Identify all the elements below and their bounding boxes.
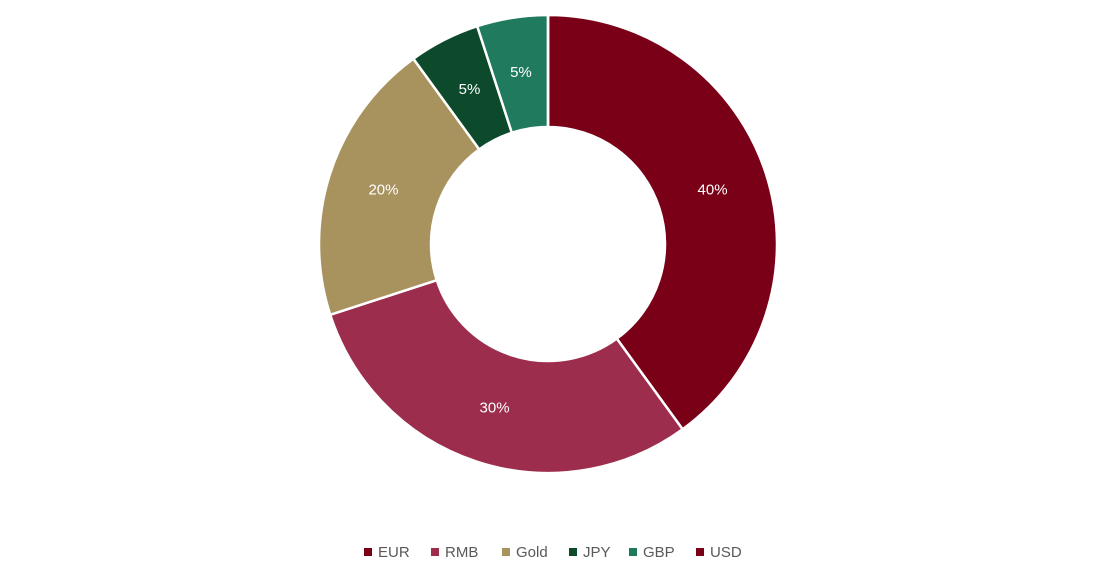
slice xyxy=(317,56,481,317)
legend-marker xyxy=(569,548,577,556)
legend-label: USD xyxy=(710,544,742,561)
legend-label: RMB xyxy=(445,544,478,561)
legend-marker xyxy=(364,548,372,556)
legend-marker xyxy=(502,548,510,556)
legend-marker xyxy=(696,548,704,556)
legend-label: Gold xyxy=(516,544,548,561)
legend-label: JPY xyxy=(583,544,611,561)
data-label: 5% xyxy=(510,64,532,81)
legend-marker xyxy=(431,548,439,556)
legend-label: EUR xyxy=(378,544,410,561)
data-label: 40% xyxy=(698,182,728,199)
slice xyxy=(328,278,685,475)
data-label: 20% xyxy=(368,182,398,199)
slice xyxy=(546,13,779,432)
legend-label: GBP xyxy=(643,544,675,561)
legend: EUR RMB Gold JPY GBP USD xyxy=(364,544,742,561)
data-label: 30% xyxy=(480,400,510,417)
donut: 40% 30% 20% 5% 5% xyxy=(317,13,779,475)
legend-marker xyxy=(629,548,637,556)
data-label: 5% xyxy=(459,81,481,98)
